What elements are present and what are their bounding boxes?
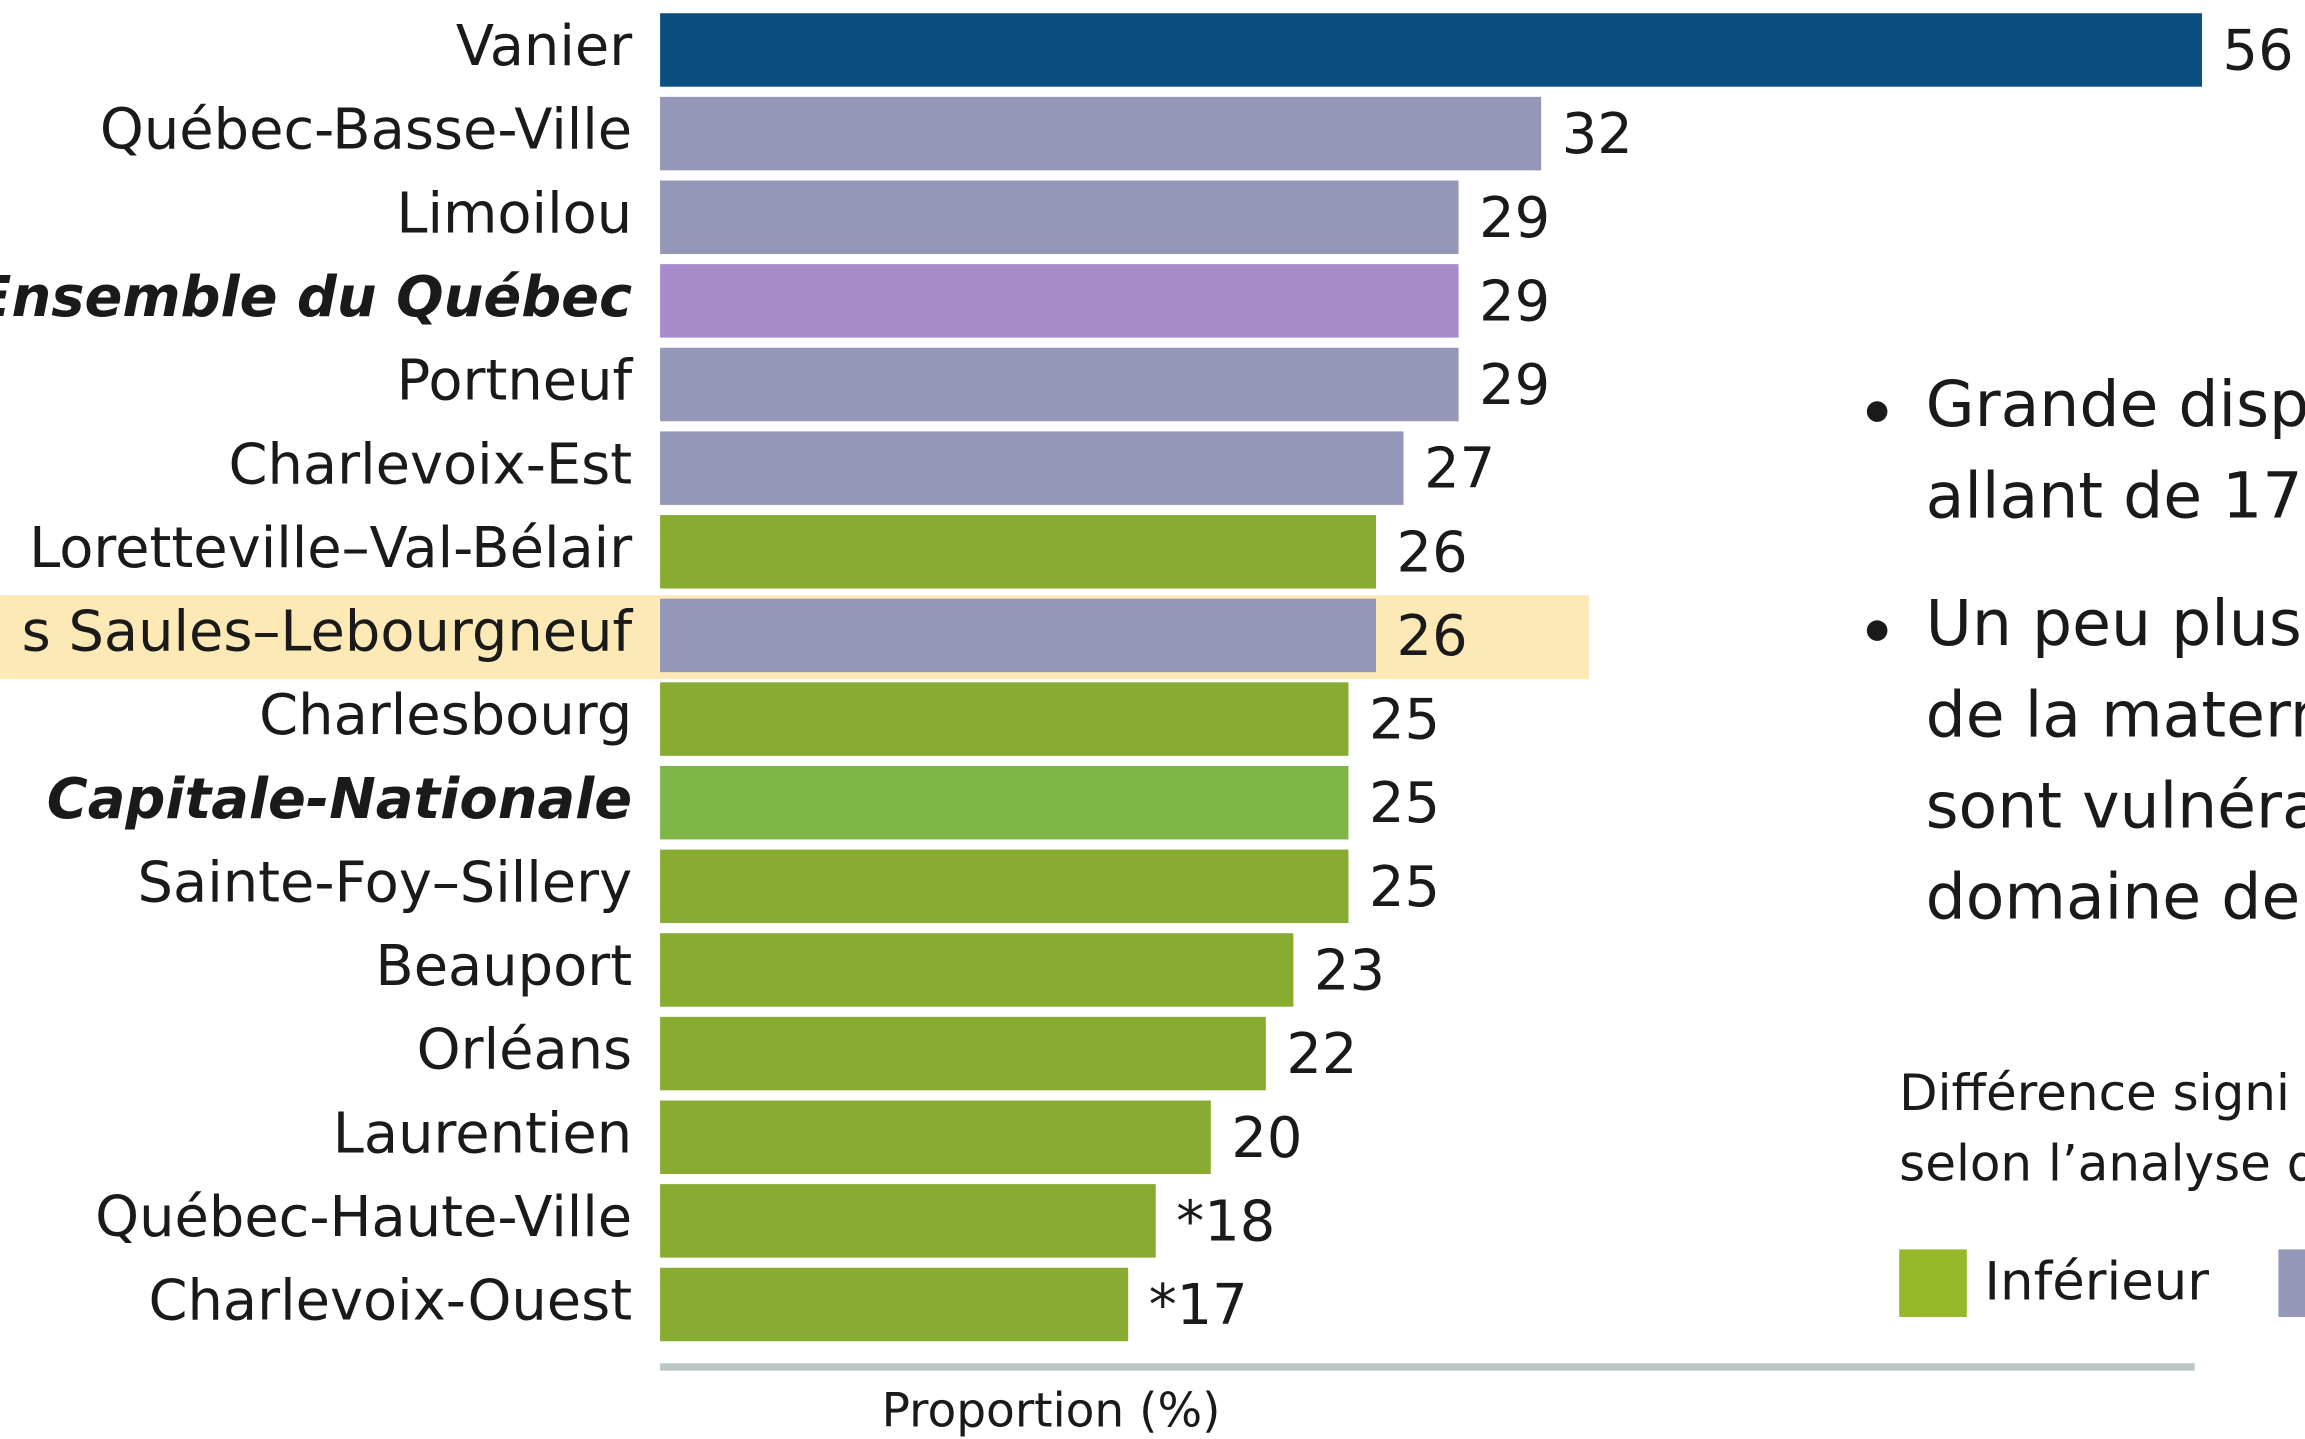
category-label: Laurentien — [333, 1101, 632, 1166]
bar — [660, 180, 1459, 254]
category-label: Limoilou — [396, 181, 632, 246]
value-label: 25 — [1369, 688, 1440, 753]
value-label: 29 — [1479, 353, 1550, 418]
bar — [660, 347, 1459, 422]
bar — [660, 431, 1404, 505]
bar — [660, 13, 2202, 87]
category-label: Capitale-Nationale — [47, 767, 632, 832]
bar — [660, 1016, 1266, 1091]
bar — [660, 1184, 1156, 1258]
legend-swatch — [1899, 1249, 1967, 1318]
category-label: Charlevoix-Est — [229, 432, 633, 497]
value-label: 56 — [2223, 19, 2294, 84]
category-label: Beauport — [375, 934, 632, 999]
category-label: Vanier — [456, 14, 632, 79]
bar — [660, 1267, 1129, 1342]
bullet — [1866, 401, 1888, 422]
note-text: sont vulnéra — [1926, 768, 2305, 842]
bar — [660, 1100, 1211, 1174]
value-label: *17 — [1149, 1273, 1248, 1338]
x-axis-label: Proportion (%) — [882, 1384, 1221, 1439]
value-label: 22 — [1286, 1022, 1357, 1087]
note-text: Un peu plus — [1926, 586, 2302, 660]
note-text: allant de 17 — [1926, 458, 2303, 532]
category-label: Québec-Haute-Ville — [95, 1185, 632, 1250]
bar — [660, 682, 1349, 756]
value-label: 29 — [1479, 186, 1550, 251]
value-label: 25 — [1369, 855, 1440, 920]
legend-swatch — [2278, 1249, 2305, 1318]
category-label: Portneuf — [397, 349, 634, 414]
category-label: Charlevoix-Ouest — [149, 1269, 633, 1334]
category-label: Charlesbourg — [259, 683, 632, 748]
legend-title: selon l’analyse d — [1899, 1135, 2305, 1193]
value-label: 23 — [1314, 939, 1385, 1004]
value-label: 29 — [1479, 269, 1550, 334]
bar — [660, 849, 1349, 924]
value-label: 26 — [1397, 520, 1468, 585]
bar — [660, 96, 1542, 171]
value-label: 25 — [1369, 771, 1440, 836]
value-label: 20 — [1231, 1106, 1302, 1171]
bar — [660, 933, 1294, 1007]
bar — [660, 598, 1376, 673]
value-label: 26 — [1397, 604, 1468, 669]
value-label: *18 — [1176, 1189, 1275, 1254]
legend-label: Inférieur — [1984, 1251, 2209, 1312]
category-label: Québec-Basse-Ville — [100, 98, 632, 163]
legend-title: Différence signi — [1899, 1064, 2290, 1122]
category-label: Ensemble du Québec — [0, 265, 632, 330]
note-text: domaine de — [1926, 860, 2301, 934]
category-label: Sainte-Foy–Sillery — [138, 850, 633, 915]
note-text: Grande disp — [1926, 367, 2305, 441]
note-text: de la matern — [1926, 677, 2305, 751]
bar — [660, 264, 1459, 338]
value-label: 27 — [1424, 437, 1495, 502]
bar — [660, 765, 1349, 840]
category-label: Orléans — [417, 1018, 632, 1083]
category-label: Loretteville–Val-Bélair — [29, 516, 632, 581]
value-label: 32 — [1562, 102, 1633, 167]
bar — [660, 515, 1376, 589]
category-label: s Saules–Lebourgneuf — [22, 600, 634, 665]
bullet — [1866, 620, 1888, 641]
